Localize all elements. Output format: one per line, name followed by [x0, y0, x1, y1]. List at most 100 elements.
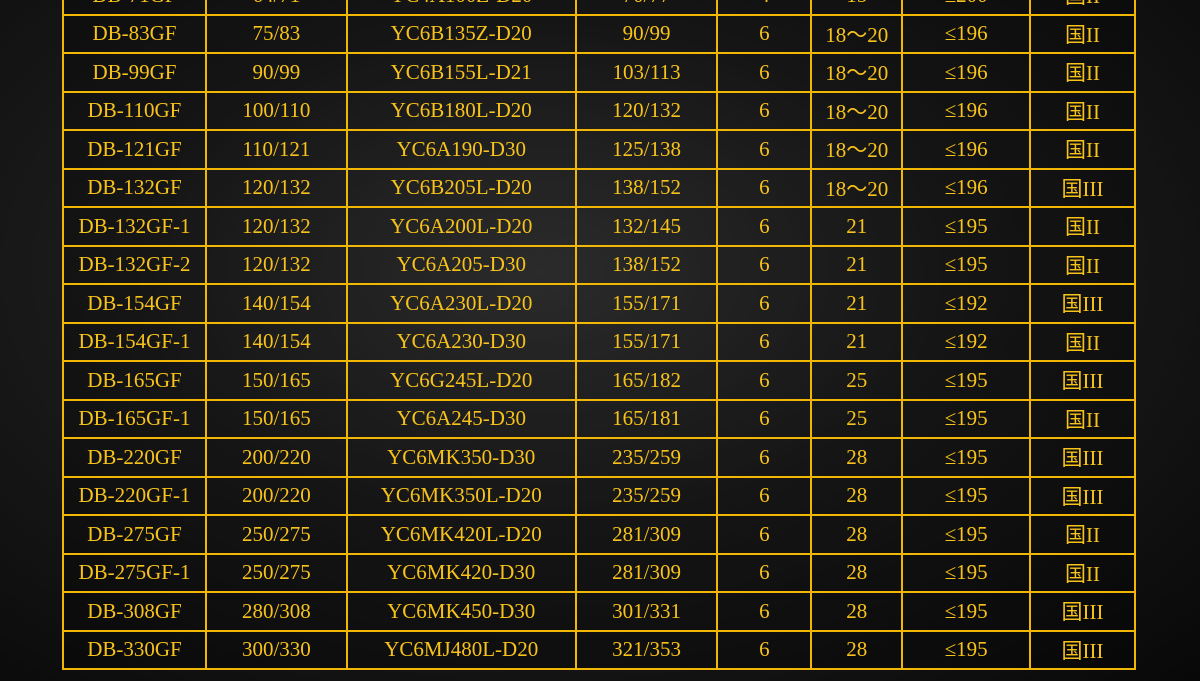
- table-row: DB-83GF 75/83 YC6B135Z-D20 90/99 6 18～20 ≤196 国…: [62, 13, 1136, 54]
- table-row: DB-220GF 200/220 YC6MK350-D30 235/259 6 28 ≤19…: [62, 437, 1136, 478]
- cell-model: DB-132GF-2: [62, 244, 207, 285]
- table-row: DB-275GF-1 250/275 YC6MK420-D30 281/309 6 28 ≤…: [62, 552, 1136, 593]
- cell-model: DB-154GF: [62, 283, 207, 324]
- cell-model: DB-154GF-1: [62, 321, 207, 362]
- table-row: DB-132GF-2 120/132 YC6A205-D30 138/152 6 21 ≤1…: [62, 244, 1136, 285]
- cell-cylinders: 6: [716, 437, 813, 478]
- cell-cylinders: 6: [716, 167, 813, 208]
- cell-power: 90/99: [204, 52, 348, 93]
- cell-emission-standard: 国II: [1029, 398, 1136, 439]
- cell-engine-power: 70/77: [574, 0, 719, 16]
- cell-engine-model: YC6A230-D30: [345, 321, 577, 362]
- cell-displacement: 18～20: [810, 13, 904, 54]
- cell-power: 200/220: [204, 437, 348, 478]
- cell-emission-standard: 国III: [1029, 437, 1136, 478]
- cell-displacement: 28: [810, 475, 904, 516]
- cell-engine-power: 132/145: [574, 206, 719, 247]
- cell-model: DB-132GF: [62, 167, 207, 208]
- cell-cylinders: 6: [716, 244, 813, 285]
- cell-fuel-consumption: ≤200: [901, 0, 1032, 16]
- table-row: DB-275GF 250/275 YC6MK420L-D20 281/309 6 28 ≤1…: [62, 514, 1136, 555]
- cell-fuel-consumption: ≤195: [901, 360, 1032, 401]
- cell-fuel-consumption: ≤195: [901, 552, 1032, 593]
- table-row: DB-154GF 140/154 YC6A230L-D20 155/171 6 21 ≤19…: [62, 283, 1136, 324]
- cell-engine-model: YC6A190-D30: [345, 129, 577, 170]
- table-row: DB-165GF-1 150/165 YC6A245-D30 165/181 6 25 ≤1…: [62, 398, 1136, 439]
- cell-emission-standard: 国II: [1029, 514, 1136, 555]
- cell-fuel-consumption: ≤196: [901, 167, 1032, 208]
- cell-model: DB-330GF: [62, 629, 207, 670]
- cell-cylinders: 6: [716, 360, 813, 401]
- cell-displacement: 28: [810, 629, 904, 670]
- cell-power: 140/154: [204, 283, 348, 324]
- cell-engine-model: YC6MK350L-D20: [345, 475, 577, 516]
- cell-emission-standard: 国II: [1029, 321, 1136, 362]
- cell-power: 250/275: [204, 552, 348, 593]
- cell-cylinders: 6: [716, 129, 813, 170]
- cell-emission-standard: 国II: [1029, 90, 1136, 131]
- cell-engine-power: 90/99: [574, 13, 719, 54]
- cell-emission-standard: 国III: [1029, 629, 1136, 670]
- cell-power: 100/110: [204, 90, 348, 131]
- cell-cylinders: 6: [716, 514, 813, 555]
- cell-model: DB-165GF-1: [62, 398, 207, 439]
- cell-displacement: 28: [810, 437, 904, 478]
- cell-fuel-consumption: ≤195: [901, 398, 1032, 439]
- cell-power: 110/121: [204, 129, 348, 170]
- table-row: DB-132GF 120/132 YC6B205L-D20 138/152 6 18～20…: [62, 167, 1136, 208]
- cell-emission-standard: 国II: [1029, 52, 1136, 93]
- cell-engine-model: YC6B155L-D21: [345, 52, 577, 93]
- cell-model: DB-308GF: [62, 591, 207, 632]
- cell-displacement: 28: [810, 514, 904, 555]
- table-row: DB-99GF 90/99 YC6B155L-D21 103/113 6 18～20 ≤19…: [62, 52, 1136, 93]
- cell-emission-standard: 国III: [1029, 360, 1136, 401]
- cell-power: 140/154: [204, 321, 348, 362]
- cell-engine-model: YC6B135Z-D20: [345, 13, 577, 54]
- cell-model: DB-83GF: [62, 13, 207, 54]
- cell-engine-model: YC6A200L-D20: [345, 206, 577, 247]
- cell-engine-model: YC6MJ480L-D20: [345, 629, 577, 670]
- cell-displacement: 21: [810, 283, 904, 324]
- cell-engine-model: YC6MK420-D30: [345, 552, 577, 593]
- table-row: DB-121GF 110/121 YC6A190-D30 125/138 6 18～20 ≤…: [62, 129, 1136, 170]
- cell-model: DB-275GF-1: [62, 552, 207, 593]
- cell-cylinders: 6: [716, 13, 813, 54]
- cell-engine-power: 165/181: [574, 398, 719, 439]
- cell-displacement: 21: [810, 321, 904, 362]
- cell-emission-standard: 国II: [1029, 552, 1136, 593]
- cell-model: DB-110GF: [62, 90, 207, 131]
- cell-model: DB-220GF-1: [62, 475, 207, 516]
- cell-engine-power: 165/182: [574, 360, 719, 401]
- cell-fuel-consumption: ≤196: [901, 52, 1032, 93]
- cell-model: DB-99GF: [62, 52, 207, 93]
- cell-fuel-consumption: ≤196: [901, 129, 1032, 170]
- cell-model: DB-165GF: [62, 360, 207, 401]
- cell-displacement: 21: [810, 244, 904, 285]
- cell-engine-model: YC6A230L-D20: [345, 283, 577, 324]
- cell-power: 300/330: [204, 629, 348, 670]
- cell-fuel-consumption: ≤195: [901, 437, 1032, 478]
- cell-engine-model: YC6MK450-D30: [345, 591, 577, 632]
- cell-model: DB-220GF: [62, 437, 207, 478]
- cell-engine-power: 321/353: [574, 629, 719, 670]
- cell-fuel-consumption: ≤195: [901, 514, 1032, 555]
- cell-cylinders: 6: [716, 321, 813, 362]
- cell-cylinders: 6: [716, 90, 813, 131]
- cell-engine-model: YC6A245-D30: [345, 398, 577, 439]
- table-row: DB-220GF-1 200/220 YC6MK350L-D20 235/259 6 28…: [62, 475, 1136, 516]
- cell-engine-model: YC6B205L-D20: [345, 167, 577, 208]
- cell-power: 280/308: [204, 591, 348, 632]
- cell-cylinders: 6: [716, 283, 813, 324]
- cell-emission-standard: 国III: [1029, 167, 1136, 208]
- cell-displacement: 15: [810, 0, 904, 16]
- table-row: DB-71GF64/71YC4A100Z-D2070/77415≤200国II: [62, 0, 1136, 16]
- table-row: DB-330GF 300/330 YC6MJ480L-D20 321/353 6 28 ≤1…: [62, 629, 1136, 670]
- cell-power: 120/132: [204, 206, 348, 247]
- cell-engine-model: YC6A205-D30: [345, 244, 577, 285]
- cell-engine-power: 235/259: [574, 475, 719, 516]
- cell-engine-power: 235/259: [574, 437, 719, 478]
- cell-engine-power: 301/331: [574, 591, 719, 632]
- cell-emission-standard: 国II: [1029, 244, 1136, 285]
- cell-engine-power: 103/113: [574, 52, 719, 93]
- cell-fuel-consumption: ≤195: [901, 475, 1032, 516]
